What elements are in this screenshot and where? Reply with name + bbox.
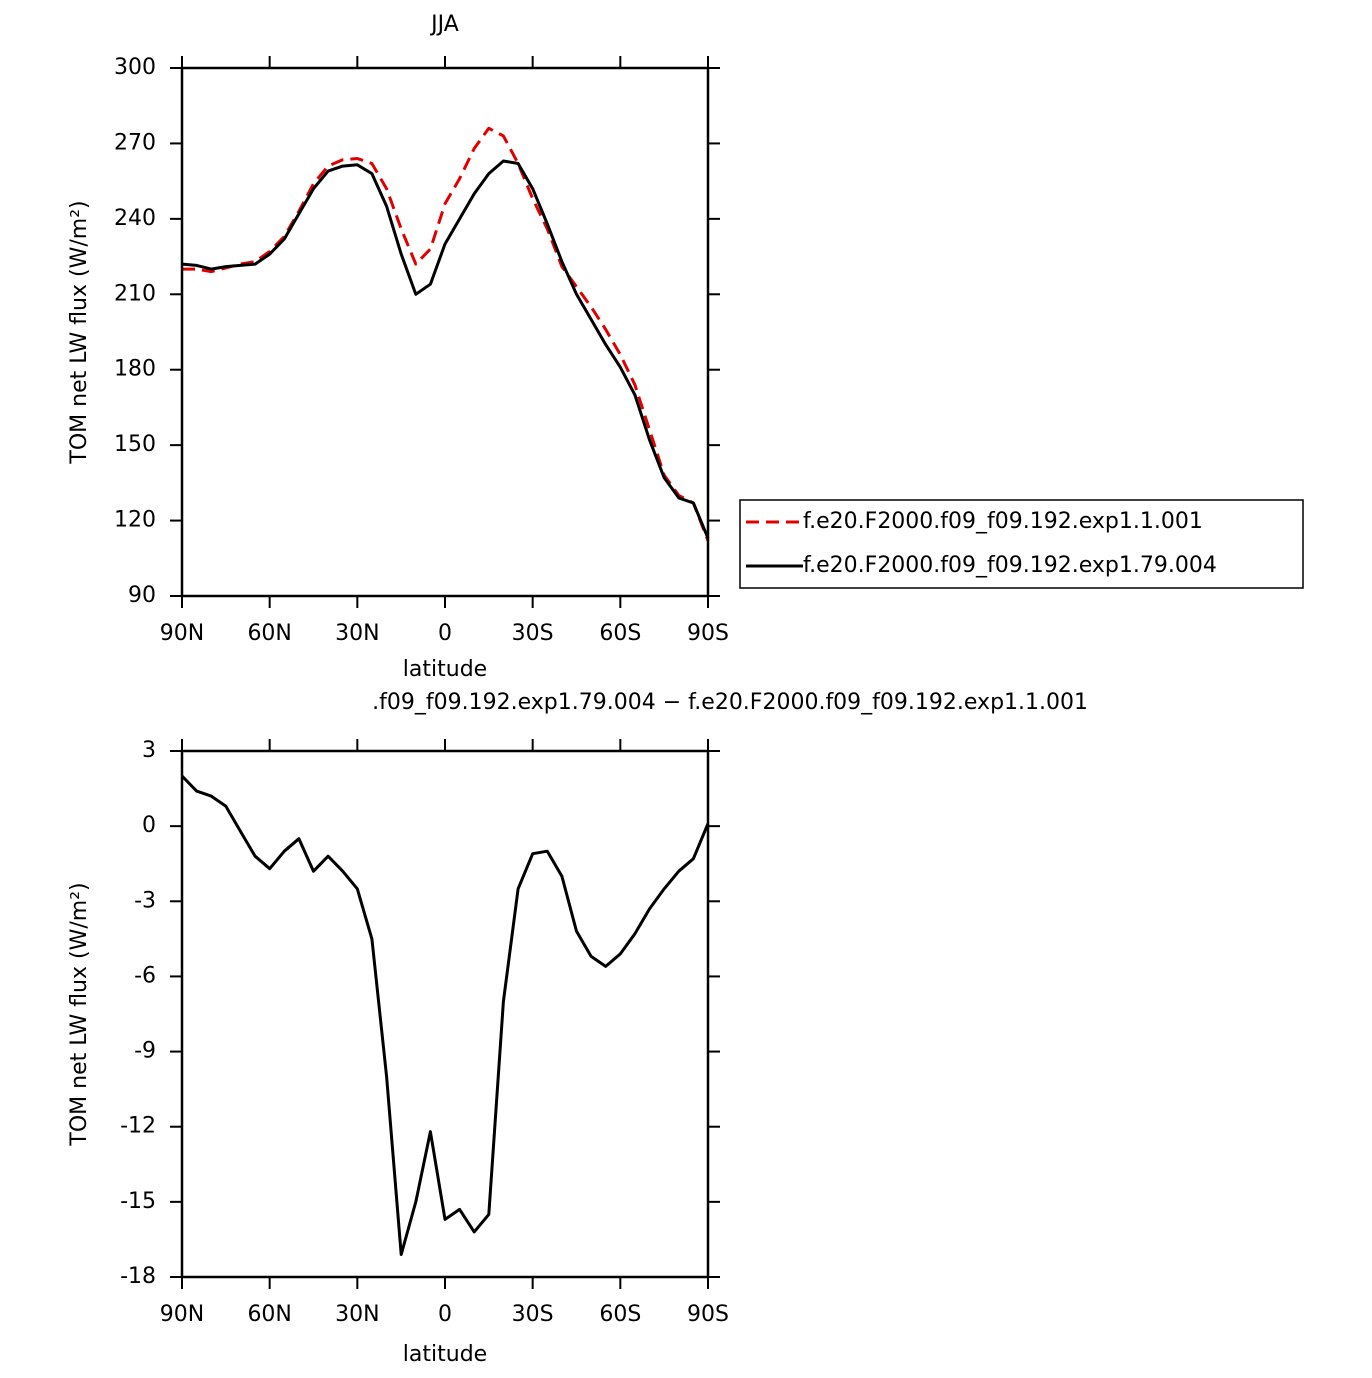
x-tick-label: 90N (160, 621, 204, 646)
y-tick-label: -12 (120, 1114, 156, 1139)
legend-box (739, 499, 1304, 589)
y-tick-label: 0 (142, 813, 156, 838)
y-tick-label: -9 (134, 1039, 156, 1064)
x-tick-label: 60N (247, 1302, 291, 1327)
x-tick-label: 30N (335, 1302, 379, 1327)
y-tick-label: 120 (114, 508, 156, 533)
x-tick-label: 90S (687, 1302, 729, 1327)
x-tick-label: 60S (599, 621, 641, 646)
x-axis-label: latitude (403, 657, 487, 682)
y-tick-label: 270 (114, 130, 156, 155)
chart-title: JJA (429, 12, 459, 37)
x-tick-label: 0 (438, 1302, 452, 1327)
data-line (182, 126, 710, 542)
x-tick-label: 30N (335, 621, 379, 646)
legend-label: f.e20.F2000.f09_f09.192.exp1.79.004 (803, 553, 1217, 578)
y-tick-label: 180 (114, 357, 156, 382)
x-tick-label: 90N (160, 1302, 204, 1327)
plot-frame (180, 66, 710, 598)
y-tick-label: 3 (142, 738, 156, 763)
x-tick-label: 60N (247, 621, 291, 646)
x-tick-label: 30S (512, 1302, 554, 1327)
x-tick-label: 90S (687, 621, 729, 646)
y-tick-label: -3 (134, 888, 156, 913)
x-tick-label: 0 (438, 621, 452, 646)
y-tick-label: -15 (120, 1189, 156, 1214)
data-line (181, 159, 710, 539)
y-axis-label: TOM net LW flux (W/m²) (67, 882, 92, 1146)
y-tick-label: 240 (114, 206, 156, 231)
x-tick-label: 60S (599, 1302, 641, 1327)
y-axis-label: TOM net LW flux (W/m²) (67, 200, 92, 464)
y-tick-label: -18 (120, 1264, 156, 1289)
chart-title: .f09_f09.192.exp1.79.004 − f.e20.F2000.f… (372, 690, 1088, 715)
y-tick-label: 300 (114, 55, 156, 80)
legend-label: f.e20.F2000.f09_f09.192.exp1.1.001 (803, 509, 1203, 534)
y-tick-label: -6 (134, 963, 156, 988)
data-line (180, 774, 710, 1256)
plot-frame (180, 749, 710, 1279)
y-tick-label: 210 (114, 281, 156, 306)
x-axis-label: latitude (403, 1342, 487, 1367)
x-tick-label: 30S (512, 621, 554, 646)
y-tick-label: 150 (114, 432, 156, 457)
y-tick-label: 90 (128, 583, 156, 608)
